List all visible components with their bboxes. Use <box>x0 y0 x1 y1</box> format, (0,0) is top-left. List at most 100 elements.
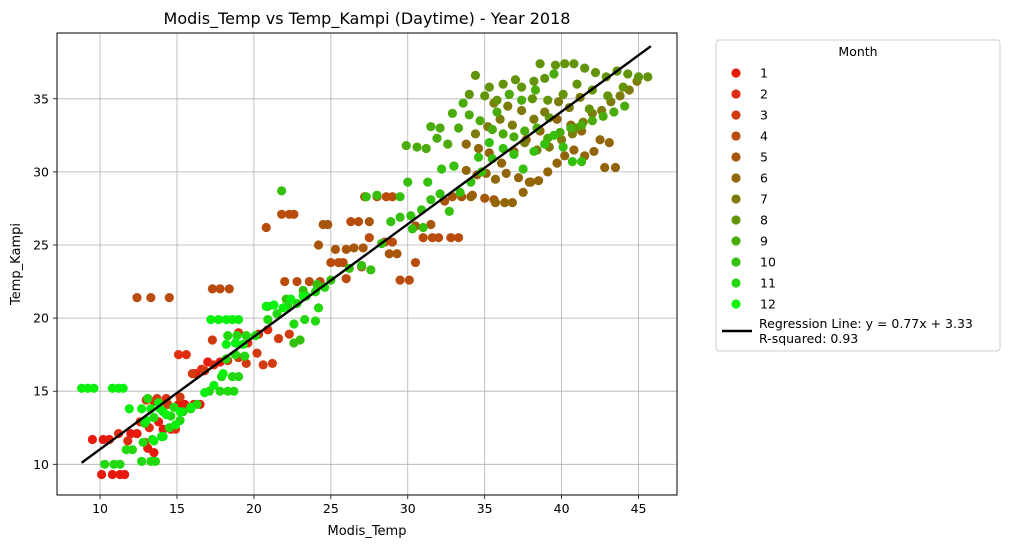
data-point-month-10 <box>558 142 568 152</box>
data-point-month-10 <box>386 217 396 227</box>
data-point-month-6 <box>569 145 579 155</box>
data-point-month-7 <box>517 105 527 116</box>
data-point-month-8 <box>535 59 545 69</box>
x-tick-label: 20 <box>246 501 262 516</box>
x-tick-label: 30 <box>400 501 416 516</box>
legend-marker-month-4 <box>731 131 741 141</box>
data-point-month-1 <box>120 469 130 480</box>
legend-marker-month-6 <box>731 173 741 183</box>
y-axis-label: Temp_Kampi <box>9 223 24 306</box>
data-point-month-6 <box>473 143 484 154</box>
data-point-month-10 <box>449 161 459 171</box>
data-point-month-8 <box>572 79 582 89</box>
regression-line <box>80 45 652 464</box>
data-point-month-12 <box>186 402 196 412</box>
data-point-month-3 <box>241 358 251 369</box>
data-point-month-2 <box>181 350 191 360</box>
data-point-month-6 <box>501 168 511 178</box>
data-point-month-12 <box>233 314 244 325</box>
data-point-month-8 <box>517 82 527 92</box>
plot-frame <box>56 32 678 496</box>
data-point-month-10 <box>426 195 436 205</box>
data-point-month-1 <box>132 428 142 439</box>
data-point-month-12 <box>124 404 134 414</box>
data-point-month-9 <box>426 121 436 132</box>
data-point-month-4 <box>387 192 397 202</box>
data-point-month-6 <box>610 162 621 173</box>
x-axis-label: Modis_Temp <box>328 524 407 539</box>
data-point-month-11 <box>310 316 321 326</box>
legend-label-month-5: 5 <box>760 150 768 165</box>
data-point-month-11 <box>241 331 251 341</box>
data-point-month-11 <box>143 393 153 404</box>
data-points <box>77 59 653 480</box>
data-point-month-4 <box>446 233 456 243</box>
data-point-month-9 <box>492 107 502 117</box>
y-tick-label: 30 <box>33 164 49 179</box>
legend-r-squared-label: R-squared: 0.93 <box>759 331 858 346</box>
data-point-month-4 <box>280 276 290 287</box>
legend-marker-month-3 <box>731 110 741 120</box>
data-point-month-10 <box>509 149 519 159</box>
data-point-month-8 <box>580 63 590 73</box>
data-point-month-7 <box>470 129 481 139</box>
data-point-month-8 <box>590 67 601 78</box>
data-point-month-3 <box>252 348 262 358</box>
data-point-month-2 <box>113 428 124 439</box>
data-point-month-8 <box>618 82 628 92</box>
data-point-month-10 <box>455 187 465 197</box>
data-point-month-4 <box>146 293 156 303</box>
data-point-month-12 <box>175 407 185 417</box>
data-point-month-9 <box>509 132 519 142</box>
data-point-month-11 <box>289 319 299 329</box>
data-point-month-6 <box>513 173 524 183</box>
x-tick-label: 35 <box>477 501 493 516</box>
data-point-month-11 <box>149 412 159 423</box>
data-point-month-6 <box>604 138 614 148</box>
data-point-month-4 <box>410 257 421 268</box>
data-point-month-5 <box>358 243 368 253</box>
data-point-month-8 <box>480 91 490 101</box>
data-point-month-8 <box>603 91 613 101</box>
legend-marker-month-1 <box>731 68 741 78</box>
legend-label-month-12: 12 <box>760 297 776 312</box>
data-point-month-6 <box>595 135 605 145</box>
data-point-month-10 <box>395 212 405 222</box>
x-tick-label: 45 <box>631 501 647 516</box>
legend-marker-month-5 <box>731 152 741 162</box>
y-tick-label: 20 <box>33 311 49 326</box>
data-point-month-6 <box>466 192 476 202</box>
legend-title: Month <box>838 44 877 59</box>
data-point-month-3 <box>284 329 294 339</box>
data-point-month-10 <box>395 192 405 202</box>
data-point-month-6 <box>461 139 471 149</box>
data-point-month-5 <box>392 249 402 259</box>
data-point-month-5 <box>349 243 359 253</box>
data-point-month-7 <box>507 120 517 130</box>
data-point-month-4 <box>261 222 271 233</box>
data-point-month-9 <box>475 116 485 126</box>
data-point-month-12 <box>221 339 231 350</box>
data-point-month-6 <box>589 146 599 157</box>
data-point-month-5 <box>384 249 394 259</box>
grid <box>57 33 677 495</box>
data-point-month-3 <box>273 333 284 344</box>
data-point-month-12 <box>269 300 279 310</box>
y-tick-label: 15 <box>33 384 49 399</box>
data-point-month-9 <box>453 123 464 133</box>
data-point-month-6 <box>533 176 544 186</box>
data-point-month-10 <box>529 146 539 157</box>
data-point-month-8 <box>510 75 521 85</box>
x-tick-label: 15 <box>169 501 185 516</box>
data-point-month-7 <box>529 114 539 124</box>
data-point-month-10 <box>423 177 433 187</box>
legend-label-month-1: 1 <box>760 66 768 81</box>
data-point-month-8 <box>484 82 494 92</box>
data-point-month-11 <box>240 351 250 361</box>
data-point-month-4 <box>304 276 314 287</box>
data-point-month-8 <box>498 79 508 89</box>
chart-title: Modis_Temp vs Temp_Kampi (Daytime) - Yea… <box>164 9 571 29</box>
legend-label-month-7: 7 <box>760 192 768 207</box>
data-point-month-10 <box>444 206 454 216</box>
